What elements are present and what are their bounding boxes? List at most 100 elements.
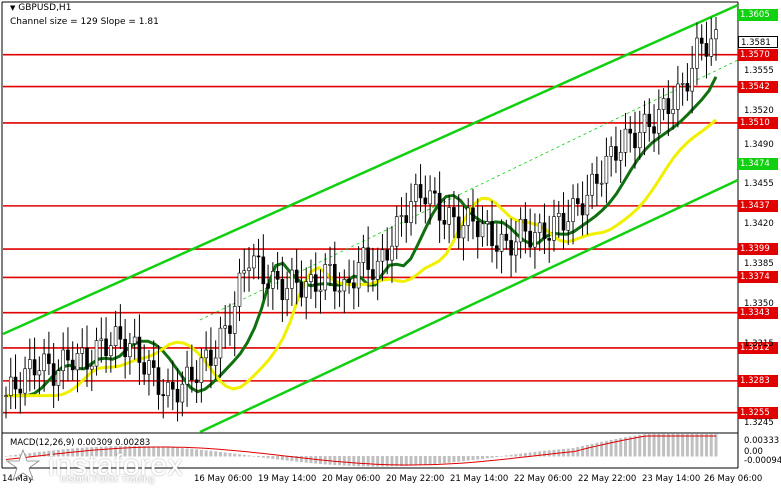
candle-body	[190, 366, 194, 381]
candle-body	[42, 353, 46, 372]
candle-body	[394, 216, 399, 247]
channel-line	[2, 3, 739, 336]
time-tick-label: 20 May 06:00	[322, 474, 381, 484]
macd-histogram-bar	[614, 438, 618, 457]
candle-body	[657, 109, 661, 134]
macd-histogram-bar	[447, 456, 451, 463]
macd-histogram-bar	[376, 456, 380, 467]
candle-body	[709, 38, 714, 57]
macd-histogram-bar	[643, 434, 647, 457]
candle-body	[218, 327, 223, 359]
macd-histogram-bar	[166, 447, 170, 457]
price-tick-label: 1.3315	[744, 338, 774, 349]
macd-histogram-bar	[75, 448, 79, 457]
macd-histogram-bar	[223, 452, 227, 457]
time-tick-label: 20 May 22:00	[386, 474, 445, 484]
macd-histogram-bar	[361, 456, 365, 467]
candle-body	[676, 83, 680, 110]
macd-histogram-bar	[457, 456, 461, 462]
candle-body	[104, 338, 108, 357]
candle-body	[337, 290, 342, 293]
candle-body	[485, 221, 490, 225]
macd-histogram-bar	[419, 456, 423, 466]
candle-body	[80, 347, 85, 354]
candle-body	[628, 128, 633, 134]
macd-histogram-bar	[128, 446, 132, 457]
macd-histogram-bar	[204, 450, 208, 457]
candle-body	[456, 216, 461, 239]
candle-body	[375, 260, 380, 280]
macd-histogram-bar	[218, 451, 222, 457]
candle-body	[599, 182, 604, 185]
macd-histogram-bar	[18, 454, 22, 457]
price-level-badge: 1.3510	[738, 116, 778, 129]
macd-histogram-bar	[195, 449, 199, 457]
price-tick-label: 1.3555	[744, 65, 774, 76]
candle-body	[528, 230, 532, 248]
macd-histogram-bar	[500, 456, 504, 457]
candle-body	[61, 349, 65, 372]
candle-body	[223, 325, 227, 329]
macd-axis-bottom: -0.00094	[744, 456, 781, 466]
candle-body	[332, 264, 337, 292]
macd-histogram-bar	[152, 446, 156, 457]
candle-body	[8, 376, 13, 396]
macd-histogram-bar	[633, 435, 637, 457]
macd-histogram-bar	[538, 451, 542, 457]
candle-body	[571, 198, 575, 222]
candle-body	[352, 282, 356, 289]
price-level-badge: 1.3399	[738, 243, 778, 256]
macd-histogram-bar	[14, 454, 18, 457]
candle-body	[304, 281, 309, 298]
candle-body	[132, 336, 137, 344]
candle-body	[309, 274, 313, 282]
macd-histogram-bar	[52, 450, 56, 457]
candle-body	[461, 225, 466, 239]
candle-body	[518, 218, 523, 243]
candle-body	[166, 381, 170, 397]
candle-body	[585, 194, 590, 216]
price-tick-label: 1.3420	[744, 219, 774, 230]
macd-histogram-bar	[176, 447, 180, 457]
macd-histogram-bar	[161, 446, 165, 457]
candle-body	[251, 255, 256, 269]
macd-histogram-bar	[514, 454, 518, 457]
candle-body	[318, 289, 323, 292]
price-level-badge: 1.3374	[738, 271, 778, 284]
candle-body	[199, 357, 204, 383]
candle-body	[514, 241, 518, 256]
macd-histogram-bar	[185, 448, 189, 457]
candle-body	[604, 155, 609, 184]
candle-body	[185, 366, 189, 385]
candle-body	[56, 370, 61, 386]
candle-body	[413, 184, 418, 202]
macd-histogram-bar	[685, 434, 689, 457]
macd-histogram-bar	[657, 434, 661, 457]
candle-body	[99, 338, 104, 341]
candle-body	[404, 215, 409, 223]
macd-histogram-bar	[156, 446, 160, 457]
time-tick-label: 22 May 06:00	[514, 474, 573, 484]
candle-body	[576, 198, 580, 204]
macd-histogram-bar	[366, 456, 370, 467]
candle-body	[680, 83, 685, 85]
candle-body	[266, 283, 270, 289]
candle-body	[633, 132, 637, 149]
macd-histogram-bar	[104, 446, 108, 457]
candle-body	[109, 345, 113, 357]
time-tick-label: 26 May 06:00	[704, 474, 763, 484]
candle-body	[533, 232, 537, 248]
candle-body	[566, 221, 571, 231]
candle-body	[685, 83, 690, 92]
candle-body	[499, 233, 504, 252]
price-tick-label: 1.3385	[744, 258, 774, 269]
candle-body	[23, 368, 27, 394]
price-level-badge: 1.3283	[738, 374, 778, 387]
candle-body	[204, 349, 208, 359]
candle-body	[547, 238, 552, 241]
price-level-badge: 1.3542	[738, 80, 778, 93]
macd-signal-line	[5, 435, 716, 466]
candle-body	[537, 222, 542, 233]
macd-histogram-bar	[681, 434, 685, 457]
